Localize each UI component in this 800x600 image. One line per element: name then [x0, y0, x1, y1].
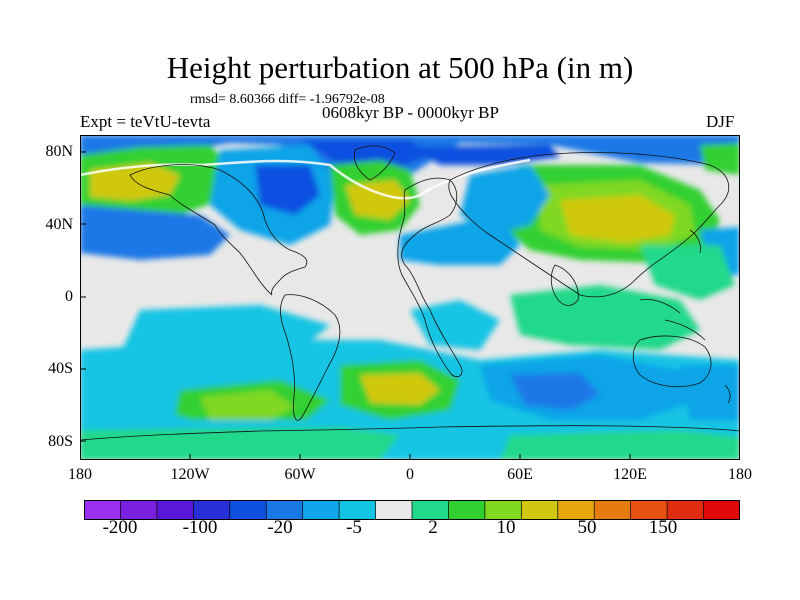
colorbar-swatch [557, 500, 595, 520]
y-tick-label: 0 [65, 288, 73, 305]
colorbar-swatch [484, 500, 522, 520]
colorbar-swatch [229, 500, 267, 520]
y-tick-label: 80S [48, 433, 73, 450]
colorbar-swatch [375, 500, 413, 520]
colorbar-swatch [521, 500, 559, 520]
y-tick-label: 40N [45, 216, 73, 233]
colorbar-swatch [120, 500, 158, 520]
colorbar-border [84, 500, 740, 520]
field-trop-atl [410, 300, 500, 350]
zero-contour-nh [80, 158, 531, 200]
colorbar-swatch [302, 500, 340, 520]
x-tick-label: 120E [613, 466, 647, 483]
y-tick-label: 40S [48, 360, 73, 377]
colorbar-swatch [630, 500, 668, 520]
field-seasia-pos [640, 245, 735, 300]
colorbar-swatch [412, 500, 449, 520]
colorbar-swatch [339, 500, 377, 520]
colorbar-label: -5 [346, 517, 362, 538]
field-antarctic-east [500, 430, 740, 460]
colorbar-swatch [594, 500, 632, 520]
season-label: DJF [706, 112, 735, 131]
colorbar-swatch [667, 500, 705, 520]
colorbar-swatch [193, 500, 231, 520]
colorbar-swatch [84, 500, 121, 520]
colorbar-label: -20 [267, 517, 293, 538]
colorbar-swatch [703, 500, 740, 520]
field-contours [80, 135, 740, 460]
field-s-atl-core [360, 373, 440, 405]
height-perturbation-map [80, 135, 740, 460]
field-natl-core [345, 180, 410, 220]
coastlines [80, 145, 740, 441]
x-tick-label: 180 [728, 466, 752, 483]
field-arctic-band-west [80, 135, 740, 195]
field-namerica-deep [255, 165, 320, 215]
field-eurasia-core [560, 195, 675, 243]
x-tick-label: 180 [68, 466, 92, 483]
colorbar-label: 2 [428, 517, 438, 538]
plot-title: Height perturbation at 500 hPa (in m) [166, 50, 634, 85]
colorbar-label: 50 [577, 517, 597, 538]
colorbar-label: 10 [496, 517, 516, 538]
experiment-label: Expt = teVtU-tevta [80, 112, 211, 131]
field-s-core-pos [200, 390, 295, 420]
colorbar-label: -200 [102, 517, 138, 538]
rmsd-diff-stats: rmsd= 8.60366 diff= -1.96792e-08 [190, 92, 385, 107]
x-tick-label: 120W [170, 466, 210, 483]
colorbar-swatch [266, 500, 304, 520]
x-tick-label: 0 [406, 466, 414, 483]
colorbar-label: -100 [182, 517, 218, 538]
colorbar-swatch [156, 500, 194, 520]
map-ticks [80, 151, 631, 460]
colorbar-label: 150 [648, 517, 678, 538]
field-arctic-east [410, 145, 560, 165]
field-s-pacific-deep [510, 373, 600, 410]
field-s-east-neg [680, 365, 740, 425]
y-tick-label: 80N [45, 143, 73, 160]
x-tick-label: 60E [507, 466, 533, 483]
field-n-midlat-neg-west [80, 205, 230, 260]
field-ne-corner [700, 143, 740, 175]
colorbar-swatch [448, 500, 486, 520]
period-label: 0608kyr BP - 0000kyr BP [322, 103, 499, 122]
colorbar [84, 500, 740, 520]
field-n-midlat-neg-east [460, 165, 550, 235]
x-tick-label: 60W [284, 466, 316, 483]
field-trop-india [510, 285, 700, 350]
